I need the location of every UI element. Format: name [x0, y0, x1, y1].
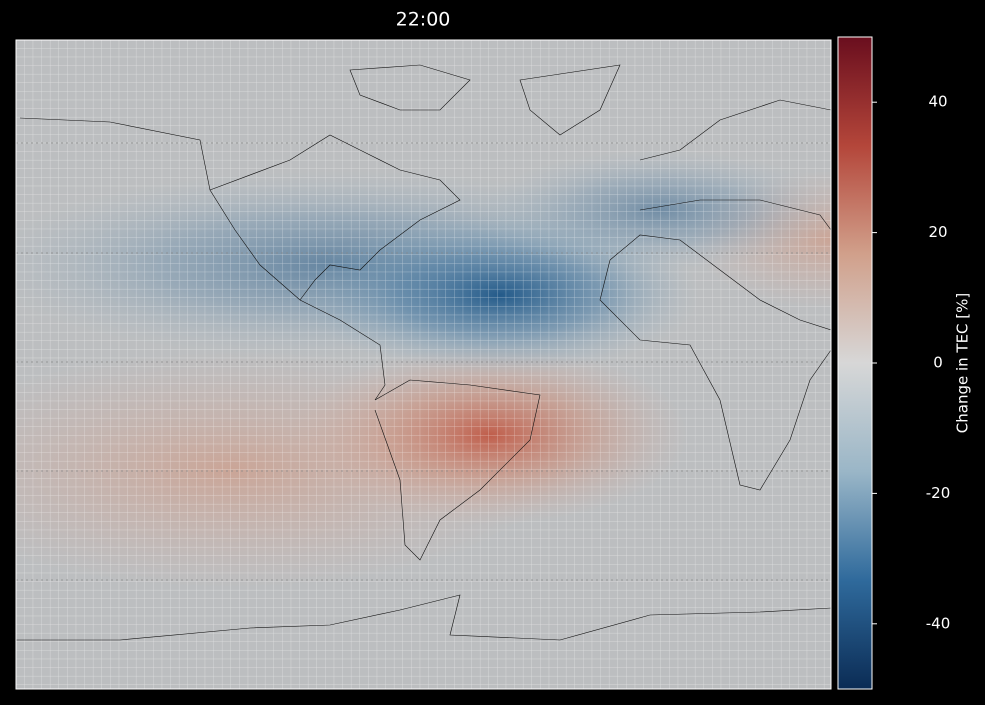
colorbar — [837, 36, 873, 690]
map-area — [16, 40, 831, 689]
colorbar-label: Change in TEC [%] — [954, 293, 972, 433]
colorbar-tick-label: -20 — [926, 484, 951, 502]
map-frame — [15, 39, 832, 690]
colorbar-tick-label: 20 — [928, 223, 947, 241]
colorbar-tick-label: 40 — [928, 93, 947, 111]
colorbar-tick-label: -40 — [926, 614, 951, 632]
colorbar-tick-label: 0 — [933, 354, 943, 372]
map-title: 22:00 — [396, 9, 451, 31]
